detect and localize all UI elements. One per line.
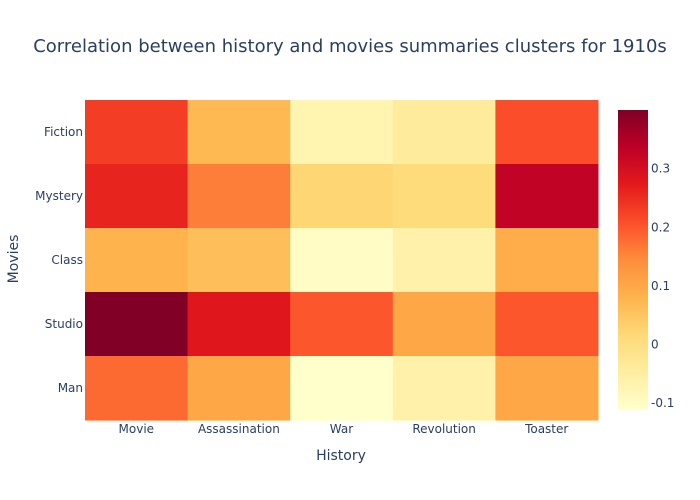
colorbar-ticks: -0.1 0 0.1 0.2 0.3 [651,162,674,411]
heatmap-cell [290,100,394,165]
chart-title: Correlation between history and movies s… [33,36,667,57]
heatmap-cell [392,228,496,293]
x-tick-label: Toaster [524,422,568,436]
heatmap-cell [187,292,291,357]
heatmap-cell [290,356,394,421]
heatmap-cell [392,292,496,357]
heatmap-cell [85,100,189,165]
heatmap-cell [392,164,496,229]
x-axis-ticks: Movie Assassination War Revolution Toaster [119,422,569,436]
x-tick-label: Assassination [198,422,280,436]
y-axis-title: Movies [6,235,22,284]
heatmap-cell [392,100,496,165]
y-tick-label: Man [58,381,83,395]
colorbar-tick-label: 0 [651,338,659,352]
colorbar-tick-label: 0.3 [651,162,670,176]
heatmap-cell [495,228,599,293]
x-tick-label: Movie [119,422,155,436]
heatmap-cell [187,100,291,165]
colorbar [618,110,648,409]
heatmap-cell [85,228,189,293]
heatmap-cells [85,100,599,421]
colorbar-tick-label: 0.1 [651,279,670,293]
heatmap-cell [290,164,394,229]
colorbar-tick-label: -0.1 [651,396,674,410]
heatmap-cell [495,356,599,421]
heatmap-cell [85,164,189,229]
heatmap-cell [392,356,496,421]
x-tick-label: Revolution [412,422,476,436]
y-tick-label: Class [51,253,83,267]
y-tick-label: Studio [45,317,83,331]
heatmap-cell [187,356,291,421]
heatmap-cell [290,228,394,293]
y-tick-label: Fiction [44,125,83,139]
heatmap-cell [85,292,189,357]
heatmap-cell [187,164,291,229]
y-axis-ticks: Fiction Mystery Class Studio Man [35,125,83,395]
heatmap-cell [495,292,599,357]
colorbar-tick-label: 0.2 [651,220,670,234]
heatmap-cell [187,228,291,293]
heatmap-cell [85,356,189,421]
x-axis-title: History [316,448,366,464]
heatmap-cell [290,292,394,357]
heatmap-cell [495,100,599,165]
x-tick-label: War [330,422,353,436]
heatmap-cell [495,164,599,229]
y-tick-label: Mystery [35,189,83,203]
